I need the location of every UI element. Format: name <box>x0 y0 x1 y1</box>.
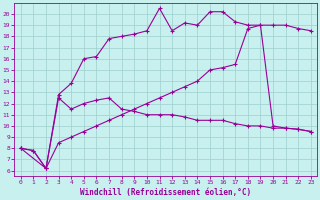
X-axis label: Windchill (Refroidissement éolien,°C): Windchill (Refroidissement éolien,°C) <box>80 188 252 197</box>
